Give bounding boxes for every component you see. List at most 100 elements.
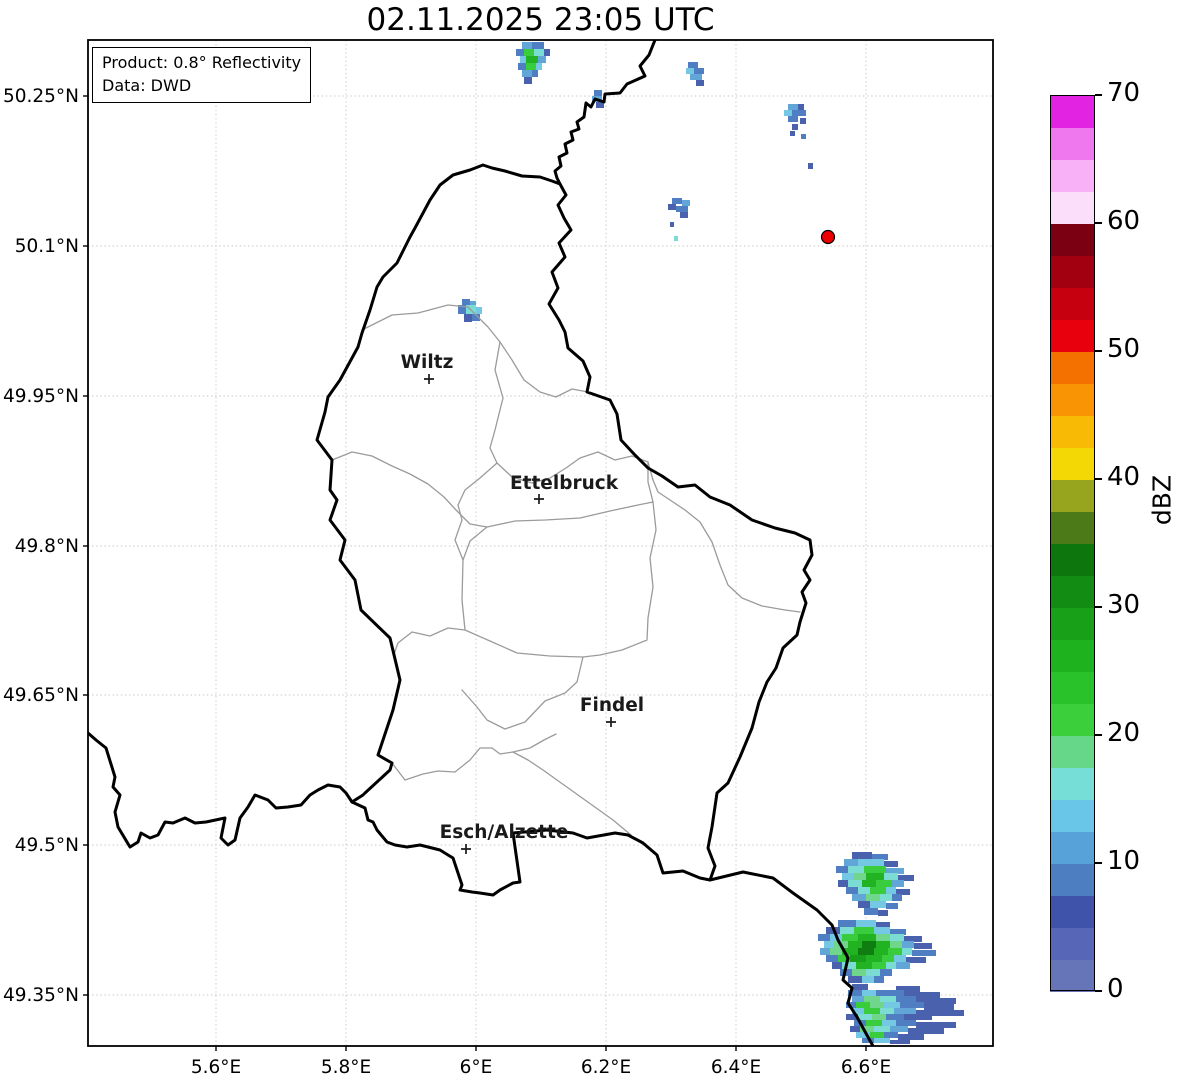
echo-pixel <box>866 894 880 901</box>
echo-pixel <box>850 1026 860 1032</box>
echo-pixel <box>884 1002 900 1008</box>
echo-pixel <box>902 948 912 955</box>
echo-pixel <box>876 934 890 941</box>
echo-pixel <box>476 307 482 314</box>
colorbar <box>1050 95 1095 992</box>
colorbar-tick-label: 50 <box>1107 334 1141 364</box>
echo-pixel <box>842 948 858 955</box>
country-border-path <box>315 163 814 897</box>
colorbar-segment <box>1050 927 1095 960</box>
colorbar-segment <box>1050 415 1095 448</box>
echo-pixel <box>896 986 920 992</box>
colorbar-segment <box>1050 575 1095 608</box>
country-border-path <box>553 40 657 186</box>
echo-pixel <box>894 1008 916 1014</box>
district-border-path <box>391 733 557 781</box>
colorbar-segment <box>1050 959 1095 992</box>
echo-pixel <box>838 880 848 887</box>
echo-pixel <box>914 943 932 949</box>
echo-pixel <box>852 996 864 1002</box>
echo-pixel <box>866 873 884 880</box>
echo-pixel <box>864 866 886 873</box>
city-label: Ettelbruck <box>510 473 619 494</box>
district-border-path <box>454 462 498 561</box>
country-border-path <box>88 731 354 849</box>
district-border-path <box>461 501 657 658</box>
echo-pixel <box>876 922 890 928</box>
echo-pixel <box>668 204 676 210</box>
echo-pixel <box>884 861 898 867</box>
echo-pixel <box>520 56 526 63</box>
echo-pixel <box>790 131 795 136</box>
echo-pixel <box>852 1008 864 1014</box>
echo-pixel <box>846 1014 858 1020</box>
echo-pixel <box>896 889 910 895</box>
colorbar-tick-label: 70 <box>1107 78 1141 108</box>
echo-pixel <box>856 962 872 969</box>
echo-pixel <box>916 998 956 1004</box>
echo-pixel <box>524 49 534 56</box>
echo-pixel <box>792 124 798 130</box>
y-tick-label: 50.25°N <box>3 86 79 107</box>
echo-pixel <box>864 908 878 915</box>
colorbar-segment <box>1050 95 1095 128</box>
y-tick-label: 49.35°N <box>3 985 79 1006</box>
echo-pixel <box>788 116 798 122</box>
echo-pixel <box>536 63 542 70</box>
echo-pixel <box>852 852 872 859</box>
district-borders <box>331 304 801 836</box>
district-border-path <box>393 627 466 655</box>
echo-pixel <box>808 163 813 169</box>
district-border-path <box>489 341 649 484</box>
echo-pixel <box>866 955 882 962</box>
echo-pixel <box>838 920 856 927</box>
echo-pixel <box>886 903 898 909</box>
echo-pixel <box>862 941 876 948</box>
echo-pixel <box>874 948 888 955</box>
colorbar-segment <box>1050 703 1095 736</box>
echo-pixel <box>894 955 906 962</box>
echo-pixel <box>882 1020 896 1026</box>
echo-pixel <box>688 62 698 68</box>
y-tick-label: 49.95°N <box>3 386 79 407</box>
colorbar-axis-label: dBZ <box>1147 474 1177 526</box>
colorbar-segment <box>1050 607 1095 640</box>
echo-pixel <box>898 875 914 881</box>
echo-pixel <box>904 936 922 942</box>
echo-pixel <box>880 969 892 976</box>
echo-pixel <box>876 990 904 996</box>
echo-pixel <box>858 948 874 955</box>
echo-pixel <box>886 962 896 969</box>
echo-pixel <box>890 1026 908 1032</box>
echo-pixel <box>842 934 858 941</box>
echo-pixel <box>516 49 524 56</box>
colorbar-segment <box>1050 127 1095 160</box>
colorbar-tick-mark <box>1095 990 1102 992</box>
echo-pixel <box>904 1014 932 1020</box>
colorbar-segment <box>1050 543 1095 576</box>
x-tick-label: 6.2°E <box>581 1057 631 1078</box>
echo-pixel <box>594 90 602 96</box>
figure-title: 02.11.2025 23:05 UTC <box>366 2 715 38</box>
colorbar-segment <box>1050 351 1095 384</box>
echo-pixel <box>532 70 538 77</box>
echo-pixel <box>890 941 902 948</box>
axis-ticks-and-labels: 5.6°E 5.8°E 6°E 6.2°E 6.4°E 6.6°E 50.25°N 50.1°… <box>3 86 891 1078</box>
x-tick-label: 6°E <box>460 1057 493 1078</box>
echo-pixel <box>892 880 904 887</box>
x-tick-label: 5.8°E <box>321 1057 371 1078</box>
colorbar-tick-mark <box>1095 222 1102 224</box>
echo-pixel <box>858 887 870 894</box>
echo-pixel <box>852 984 868 990</box>
plot-frame-rect <box>87 39 994 1047</box>
echo-pixel <box>544 49 550 56</box>
colorbar-segment <box>1050 639 1095 672</box>
echo-pixel <box>464 314 472 322</box>
colorbar-segment <box>1050 767 1095 800</box>
echo-pixel <box>866 1020 882 1026</box>
echo-pixel <box>876 880 892 887</box>
district-border-path <box>512 751 632 836</box>
colorbar-tick-label: 10 <box>1107 846 1141 876</box>
echo-pixel <box>870 1032 884 1038</box>
